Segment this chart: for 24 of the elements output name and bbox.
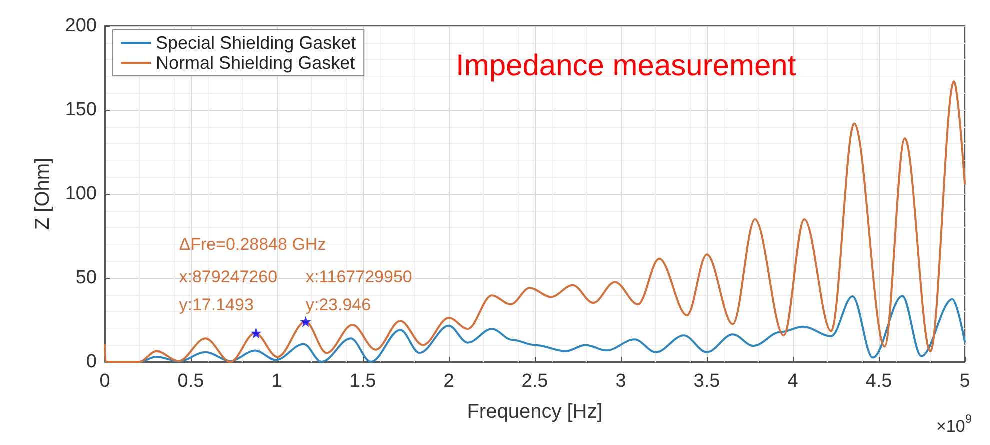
x-tick-label: 5 (960, 371, 970, 392)
annotation: x:879247260 y:17.1493 (179, 268, 278, 315)
x-tick-label: 4.5 (866, 371, 892, 392)
y-tick-label: 200 (65, 16, 97, 36)
x-tick-label: 3 (616, 371, 626, 392)
y-axis-title: Z [Ohm] (32, 158, 54, 230)
text: Impedance measurement (456, 50, 797, 82)
legend-label: Normal Shielding Gasket (156, 53, 356, 73)
annotation: ΔFre=0.28848 GHz (179, 235, 326, 254)
x-tick-label: 1 (272, 371, 282, 392)
x-tick-label: 0 (100, 371, 110, 392)
y-tick-label: 0 (86, 352, 97, 372)
y-tick-label: 150 (65, 100, 97, 120)
x-tick-label: 2 (444, 371, 454, 392)
y-tick-label: 100 (65, 184, 97, 204)
x-tick-label: 1.5 (350, 371, 376, 392)
annotation: x:1167729950 y:23.946 (306, 268, 412, 315)
x-tick-label: 4 (788, 371, 799, 392)
y-tick-label: 50 (76, 268, 97, 288)
x-tick-label: 3.5 (694, 371, 720, 392)
x-axis-title: Frequency [Hz] (467, 401, 603, 423)
x-tick-label: 2.5 (522, 371, 548, 392)
legend-label: Special Shielding Gasket (156, 33, 356, 53)
x-tick-label: 0.5 (178, 371, 204, 392)
